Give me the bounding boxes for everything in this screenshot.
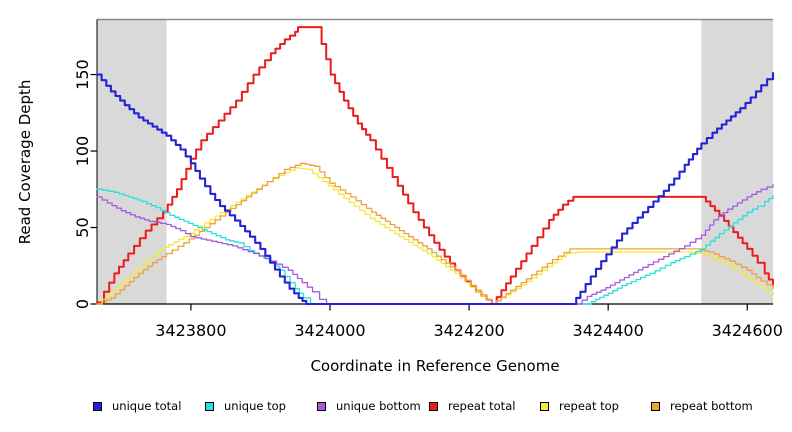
legend-label: repeat bottom (670, 399, 753, 413)
series-unique-total (95, 71, 775, 306)
legend-item-unique-total: unique total (93, 399, 181, 413)
legend-label: repeat top (559, 399, 619, 413)
legend-item-unique-top: unique top (205, 399, 286, 413)
y-tick-label: 0 (73, 299, 92, 309)
x-axis-title: Coordinate in Reference Genome (310, 357, 559, 375)
legend-swatch-repeat-bottom (651, 401, 660, 411)
legend-label: unique bottom (336, 399, 421, 413)
legend-item-repeat-bottom: repeat bottom (651, 399, 753, 413)
y-tick-label: 50 (73, 217, 92, 237)
legend-label: repeat total (448, 399, 516, 413)
series-repeat-total (96, 26, 774, 305)
shaded-region (701, 20, 773, 304)
legend-swatch-unique-bottom (317, 401, 326, 411)
y-tick-label: 150 (73, 59, 92, 90)
axes: 3423800 3424000 3424200 3424400 3424600 0 50 10… (73, 18, 783, 340)
series-lines (95, 26, 775, 306)
legend-item-repeat-top: repeat top (540, 399, 619, 413)
legend-item-repeat-total: repeat total (429, 399, 515, 413)
legend-label: unique total (112, 399, 182, 413)
legend-label: unique top (224, 399, 286, 413)
x-tick-label: 3424400 (573, 321, 644, 340)
y-axis-title: Read Coverage Depth (16, 80, 34, 245)
series-repeat-top (96, 167, 774, 305)
x-tick-label: 3424600 (712, 321, 783, 340)
legend-swatch-unique-total (93, 401, 102, 411)
series-unique-bottom (96, 184, 774, 305)
legend-item-unique-bottom: unique bottom (317, 399, 421, 413)
x-tick-label: 3424200 (433, 321, 504, 340)
y-tick-label: 100 (73, 136, 92, 167)
shaded-region (97, 20, 167, 304)
series-repeat-bottom (96, 162, 774, 305)
x-tick-label: 3423800 (155, 321, 226, 340)
shaded-regions (97, 20, 773, 304)
series-unique-top (96, 188, 774, 305)
legend-swatch-repeat-top (540, 401, 549, 411)
legend-swatch-repeat-total (429, 401, 438, 411)
legend-swatch-unique-top (205, 401, 214, 411)
x-tick-label: 3424000 (294, 321, 365, 340)
